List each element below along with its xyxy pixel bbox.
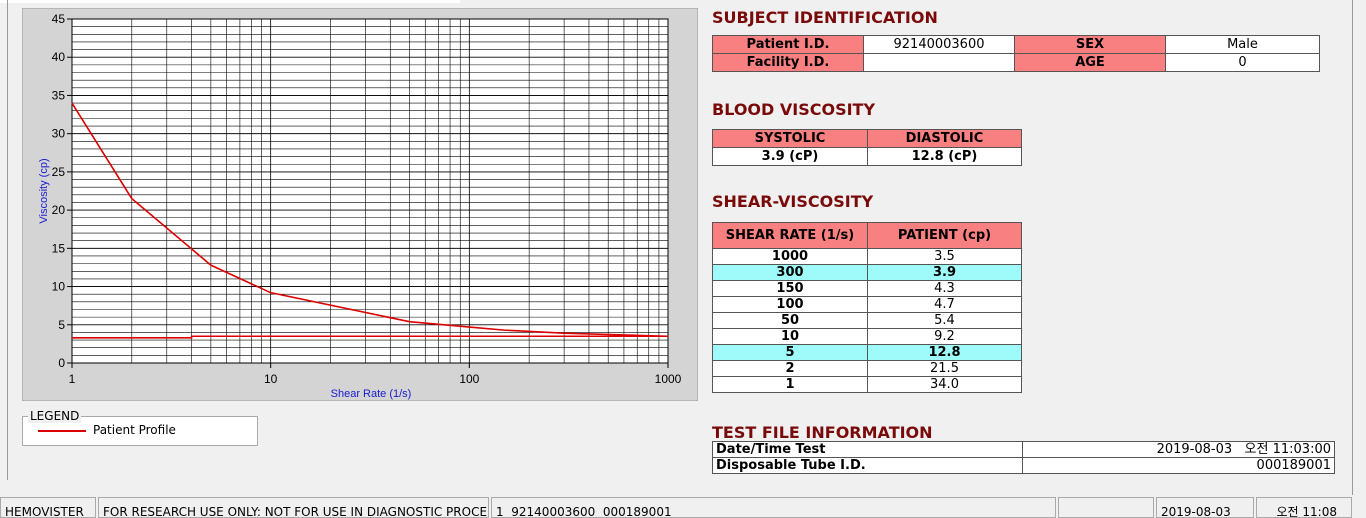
cell: Date/Time Test xyxy=(712,441,1023,458)
plot-frame xyxy=(71,18,669,364)
x-tick-label: 1 xyxy=(69,372,76,386)
legend-swatch xyxy=(38,430,86,432)
cell: 1 xyxy=(712,376,868,393)
status-cell: HEMOVISTER xyxy=(0,497,96,518)
cell: 4.3 xyxy=(867,280,1022,297)
cell: 000189001 xyxy=(1022,457,1335,474)
status-cell: 1 92140003600 000189001 xyxy=(491,497,1056,518)
status-cell: FOR RESEARCH USE ONLY: NOT FOR USE IN DI… xyxy=(98,497,489,518)
window-border xyxy=(7,0,8,480)
cell: 92140003600 xyxy=(863,35,1015,54)
y-tick-label: 35 xyxy=(52,88,66,102)
y-tick-label: 20 xyxy=(52,203,66,217)
cell xyxy=(863,53,1015,72)
top-tab-strip xyxy=(0,0,460,3)
section-title: SUBJECT IDENTIFICATION xyxy=(712,8,938,27)
subject-table: Patient I.D. 92140003600 SEX Male Facility … xyxy=(712,35,1320,72)
cell: SHEAR RATE (1/s) xyxy=(712,222,868,249)
cell: 4.7 xyxy=(867,296,1022,313)
cell: 0 xyxy=(1165,53,1320,72)
cell: 300 xyxy=(712,264,868,281)
y-tick-label: 5 xyxy=(58,318,65,332)
cell: 5.4 xyxy=(867,312,1022,329)
chart: Shear Rate (1/s) Viscosity (cp) 0 5 10 15 20… xyxy=(22,8,698,401)
status-cell: 2019-08-03 xyxy=(1156,497,1254,518)
legend-title: LEGEND xyxy=(28,409,82,423)
x-tick-label: 1000 xyxy=(655,372,682,386)
legend-entry: Patient Profile xyxy=(93,423,176,437)
cell: 9.2 xyxy=(867,328,1022,345)
data-line xyxy=(72,335,668,339)
cell: 2019-08-03 오전 11:03:00 xyxy=(1022,441,1335,458)
status-cell xyxy=(1058,497,1154,518)
cell: 10 xyxy=(712,328,868,345)
cell: Patient I.D. xyxy=(712,35,864,54)
shear-table: SHEAR RATE (1/s) PATIENT (cp) 1000 3.5 300 3… xyxy=(712,222,1022,393)
x-tick-label: 100 xyxy=(459,372,479,386)
cell: 100 xyxy=(712,296,868,313)
cell: 5 xyxy=(712,344,868,361)
cell: 2 xyxy=(712,360,868,377)
cell: AGE xyxy=(1014,53,1166,72)
cell: 150 xyxy=(712,280,868,297)
blood-table: SYSTOLIC DIASTOLIC 3.9 (cP) 12.8 (cP) xyxy=(712,129,1022,166)
y-tick-label: 0 xyxy=(58,356,65,370)
cell: Disposable Tube I.D. xyxy=(712,457,1023,474)
data-line xyxy=(71,102,669,338)
y-tick-label: 25 xyxy=(52,165,66,179)
cell: SYSTOLIC xyxy=(712,129,868,148)
status-cell: 오전 11:08 xyxy=(1256,497,1352,518)
cell: 3.9 xyxy=(867,264,1022,281)
y-tick-label: 45 xyxy=(52,12,66,26)
y-tick-label: 30 xyxy=(52,127,66,141)
cell: 34.0 xyxy=(867,376,1022,393)
legend-box: LEGEND Patient Profile xyxy=(22,409,258,446)
cell: Facility I.D. xyxy=(712,53,864,72)
cell: 1000 xyxy=(712,248,868,265)
cell: DIASTOLIC xyxy=(867,129,1022,148)
test-file-table: Date/Time Test 2019-08-03 오전 11:03:00 Dis… xyxy=(712,441,1335,474)
cell: PATIENT (cp) xyxy=(867,222,1022,249)
cell: 3.9 (cP) xyxy=(712,147,868,166)
x-tick-label: 10 xyxy=(264,372,278,386)
x-axis-label: Shear Rate (1/s) xyxy=(331,388,412,400)
cell: 21.5 xyxy=(867,360,1022,377)
section-title: BLOOD VISCOSITY xyxy=(712,100,876,119)
section-title: TEST FILE INFORMATION xyxy=(712,423,933,442)
cell: 12.8 xyxy=(867,344,1022,361)
cell: Male xyxy=(1165,35,1320,54)
cell: SEX xyxy=(1014,35,1166,54)
y-tick-label: 40 xyxy=(52,50,66,64)
y-tick-label: 10 xyxy=(52,280,66,294)
section-title: SHEAR-VISCOSITY xyxy=(712,192,874,211)
plot-area xyxy=(72,19,668,363)
y-axis-label: Viscosity (cp) xyxy=(38,158,50,223)
cell: 50 xyxy=(712,312,868,329)
cell: 3.5 xyxy=(867,248,1022,265)
window-border xyxy=(1352,0,1353,495)
y-tick-label: 15 xyxy=(52,241,66,255)
cell: 12.8 (cP) xyxy=(867,147,1022,166)
